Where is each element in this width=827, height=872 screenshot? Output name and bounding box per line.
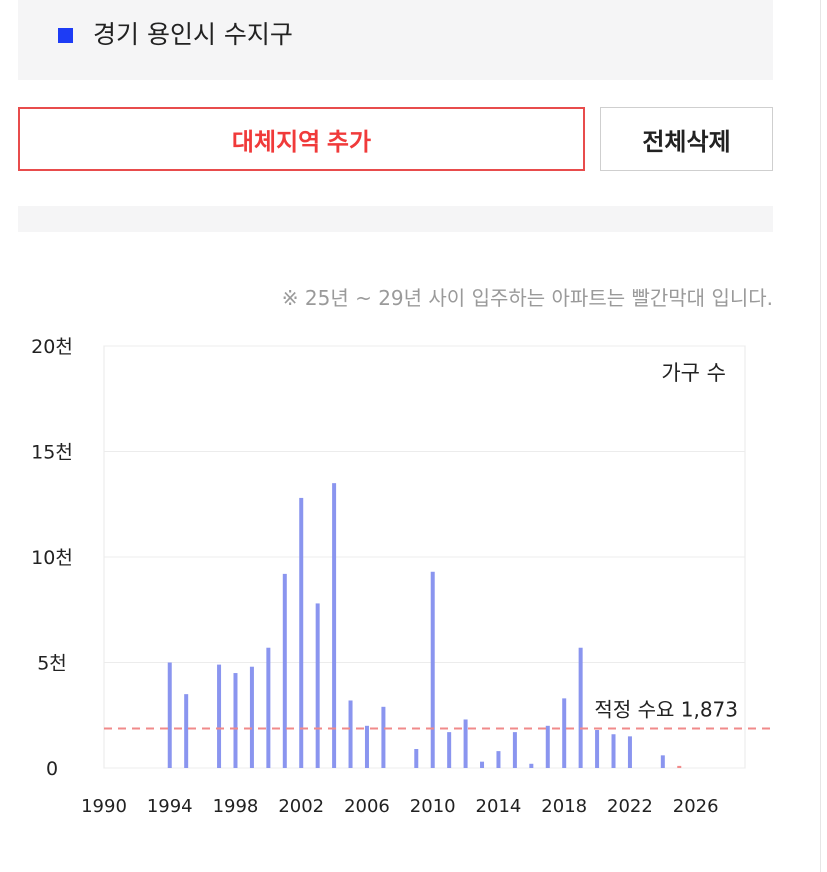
supply-bar-chart: 0 5천 10천 15천 20천 1990 1994 1998 2002 2006 2010 2014… [31, 336, 770, 817]
region-name: 경기 용인시 수지구 [93, 20, 293, 49]
y-tick-label: 5천 [37, 653, 67, 675]
bar [364, 725, 369, 768]
bar [578, 647, 583, 768]
x-tick-label: 2014 [476, 796, 522, 817]
x-tick-label: 2006 [344, 796, 390, 817]
y-tick-label: 0 [46, 758, 58, 780]
bar [348, 700, 353, 768]
region-header: 경기 용인시 수지구 [18, 0, 773, 80]
right-divider [820, 0, 821, 872]
x-tick-label: 1990 [81, 796, 127, 817]
bar [595, 730, 600, 768]
bar [184, 694, 189, 768]
bar [299, 497, 304, 768]
x-tick-label: 1998 [213, 796, 259, 817]
bar [332, 483, 337, 768]
bar [562, 698, 567, 768]
bar [430, 571, 435, 768]
bar [381, 706, 386, 768]
bar [660, 755, 665, 768]
x-tick-label: 2018 [541, 796, 587, 817]
x-tick-label: 2010 [410, 796, 456, 817]
bar [529, 763, 534, 768]
bar [480, 761, 485, 768]
bar [167, 662, 172, 768]
bar [217, 664, 222, 768]
x-tick-label: 2026 [673, 796, 719, 817]
x-tick-label: 2022 [607, 796, 653, 817]
bar [463, 719, 468, 768]
future-bar [677, 765, 682, 768]
chart-labels: 0 5천 10천 15천 20천 1990 1994 1998 2002 2006 2010 2014… [31, 336, 738, 817]
y-tick-label: 20천 [31, 336, 73, 358]
legend-label: 가구 수 [661, 361, 726, 385]
chart-grid [103, 345, 746, 769]
chart-notice: ※ 25년 ~ 29년 사이 입주하는 아파트는 빨간막대 입니다. [281, 286, 773, 310]
bar [447, 732, 452, 768]
bar [414, 749, 419, 768]
bar [627, 736, 632, 768]
bar [315, 603, 320, 768]
chart-bars [167, 483, 682, 768]
x-tick-label: 2002 [278, 796, 324, 817]
bar [611, 734, 616, 768]
region-marker-icon [58, 28, 73, 43]
add-alternate-region-button[interactable]: 대체지역 추가 [18, 107, 585, 171]
bar [249, 666, 254, 768]
bar [233, 673, 238, 768]
y-tick-label: 15천 [31, 442, 73, 464]
y-tick-label: 10천 [31, 547, 73, 569]
bar [282, 573, 287, 768]
bar [545, 725, 550, 768]
delete-all-button[interactable]: 전체삭제 [600, 107, 773, 171]
bar [512, 732, 517, 768]
reference-line-label: 적정 수요 1,873 [594, 697, 738, 721]
bar [266, 647, 271, 768]
bar [496, 751, 501, 768]
x-tick-label: 1994 [147, 796, 193, 817]
section-divider [18, 206, 773, 232]
